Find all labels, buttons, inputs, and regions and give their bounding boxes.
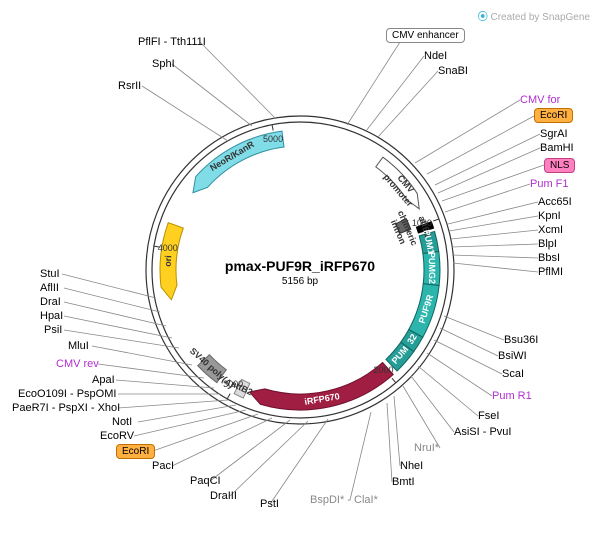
feature-asisi-pvui: AsiSI - PvuI bbox=[454, 426, 511, 438]
feature-bsiwi: BsiWI bbox=[498, 350, 527, 362]
feature-aflii: AflII bbox=[40, 282, 59, 294]
feature-ecori: EcoRI bbox=[116, 444, 155, 459]
feature-apai: ApaI bbox=[92, 374, 115, 386]
feature-psti: PstI bbox=[260, 498, 279, 510]
feature-cmv-rev: CMV rev bbox=[56, 358, 99, 370]
feature-rsrii: RsrII bbox=[118, 80, 141, 92]
feature-ecoo109i-pspomi: EcoO109I - PspOMI bbox=[18, 388, 116, 400]
feature-paqci: PaqCI bbox=[190, 475, 221, 487]
feature-sphi: SphI bbox=[152, 58, 175, 70]
feature-cmv-enhancer: CMV enhancer bbox=[386, 28, 465, 43]
feature-noti: NotI bbox=[112, 416, 132, 428]
feature-drai: DraI bbox=[40, 296, 61, 308]
feature-xcmi: XcmI bbox=[538, 224, 563, 236]
feature-pum-r1: Pum R1 bbox=[492, 390, 532, 402]
feature-kpni: KpnI bbox=[538, 210, 561, 222]
feature-blpi: BlpI bbox=[538, 238, 557, 250]
feature-pum-f1: Pum F1 bbox=[530, 178, 569, 190]
feature-scai: ScaI bbox=[502, 368, 524, 380]
feature-pflmi: PflMI bbox=[538, 266, 563, 278]
feature-paci: PacI bbox=[152, 460, 174, 472]
feature-bmti: BmtI bbox=[392, 476, 415, 488]
feature-mlui: MluI bbox=[68, 340, 89, 352]
feature-nhei: NheI bbox=[400, 460, 423, 472]
feature-ecorv: EcoRV bbox=[100, 430, 134, 442]
feature-fsei: FseI bbox=[478, 410, 499, 422]
feature-draiii: DraIII bbox=[210, 490, 237, 502]
feature-nls: NLS bbox=[544, 158, 575, 173]
feature-pflfi-tth111i: PflFI - Tth111I bbox=[138, 36, 206, 48]
feature-paer7i-pspxi-xhoi: PaeR7I - PspXI - XhoI bbox=[12, 402, 120, 414]
tick-5000: 5000 bbox=[263, 134, 283, 144]
feature-acc65i: Acc65I bbox=[538, 196, 572, 208]
plasmid-size: 5156 bp bbox=[200, 276, 400, 287]
feature-bspdi-clai-: BspDI* - ClaI* bbox=[310, 494, 378, 506]
feature-ecori: EcoRI bbox=[534, 108, 573, 123]
feature-nrui-: NruI* bbox=[414, 442, 439, 454]
feature-hpai: HpaI bbox=[40, 310, 63, 322]
feature-ndei: NdeI bbox=[424, 50, 447, 62]
feature-stui: StuI bbox=[40, 268, 60, 280]
feature-bsu36i: Bsu36I bbox=[504, 334, 538, 346]
feature-sgrai: SgrAI bbox=[540, 128, 568, 140]
feature-psii: PsiI bbox=[44, 324, 62, 336]
plasmid-name: pmax-PUF9R_iRFP670 bbox=[200, 258, 400, 274]
feature-snabi: SnaBI bbox=[438, 65, 468, 77]
feature-bamhi: BamHI bbox=[540, 142, 574, 154]
plasmid-map bbox=[0, 0, 600, 548]
feature-bbsi: BbsI bbox=[538, 252, 560, 264]
feature-cmv-for: CMV for bbox=[520, 94, 560, 106]
